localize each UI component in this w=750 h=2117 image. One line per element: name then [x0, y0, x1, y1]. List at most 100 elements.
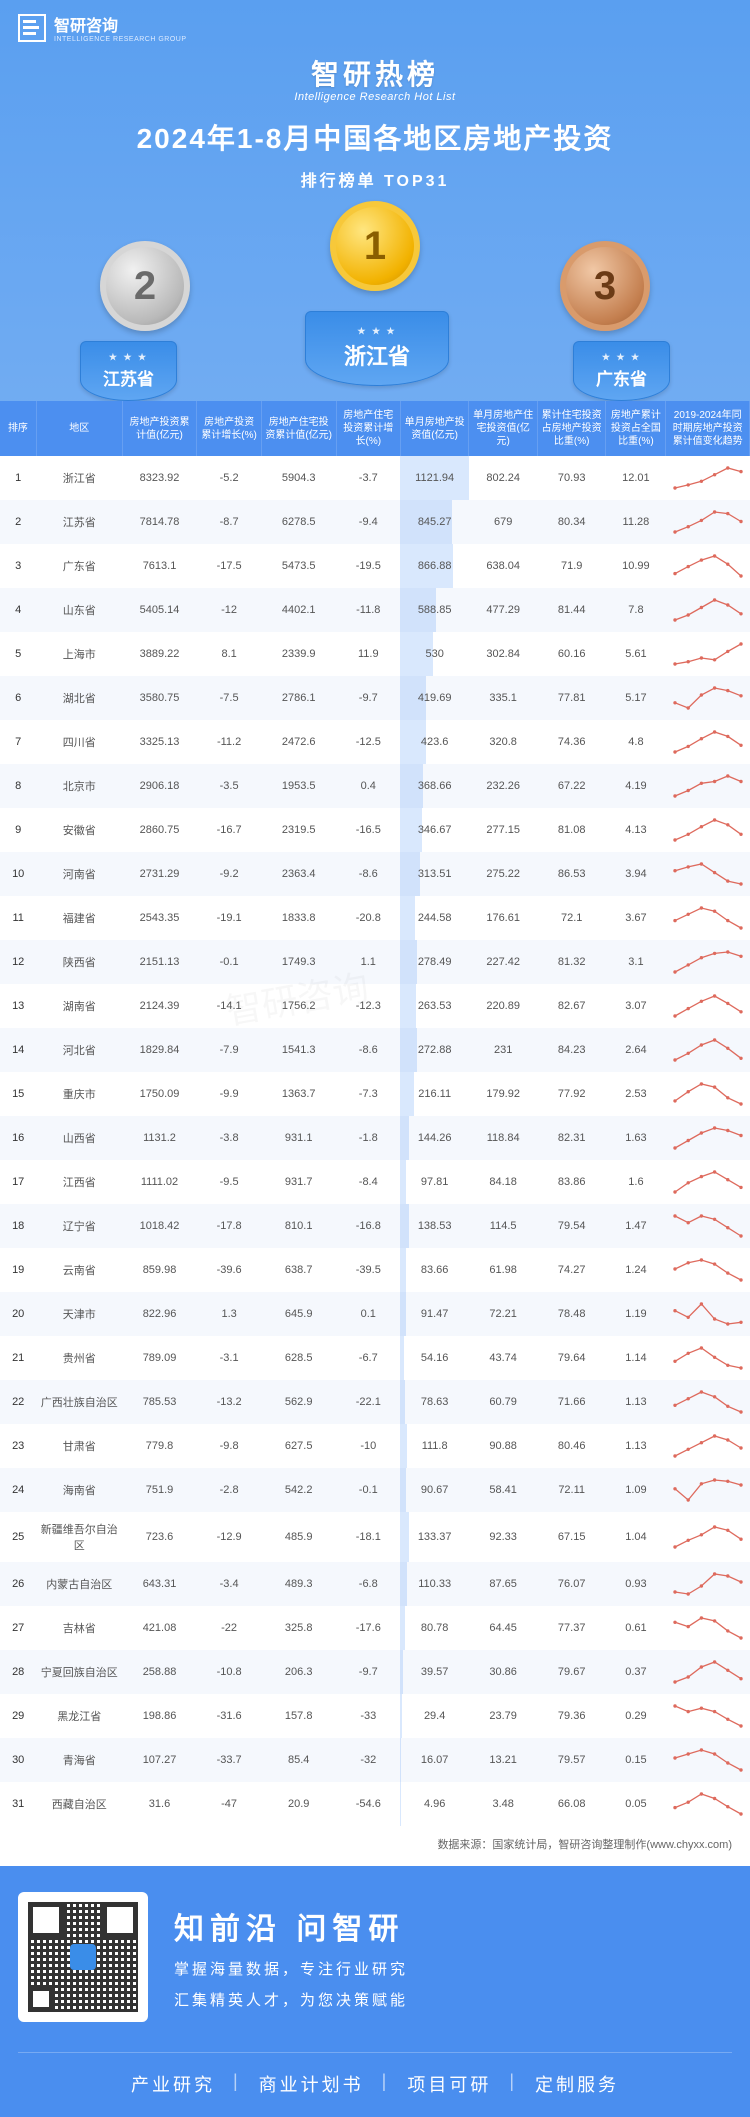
cell-trend	[666, 984, 750, 1028]
table-row: 4山东省5405.14-124402.1-11.8588.85477.2981.…	[0, 588, 750, 632]
trend-sparkline-icon	[672, 1081, 744, 1107]
trend-sparkline-icon	[672, 1213, 744, 1239]
cell-value: -12.5	[336, 720, 400, 764]
cell-value: 1.13	[606, 1380, 666, 1424]
cell-trend	[666, 1336, 750, 1380]
cell-value: 779.8	[122, 1424, 197, 1468]
cell-rank: 21	[0, 1336, 36, 1380]
cell-value: 278.49	[400, 940, 469, 984]
cell-value: 80.78	[400, 1606, 469, 1650]
cell-region: 辽宁省	[36, 1204, 122, 1248]
cell-trend	[666, 632, 750, 676]
cell-value: -16.5	[336, 808, 400, 852]
cell-value: 216.11	[400, 1072, 469, 1116]
cell-value: 78.63	[400, 1380, 469, 1424]
cell-rank: 10	[0, 852, 36, 896]
cell-value: 1541.3	[261, 1028, 336, 1072]
cell-value: -8.6	[336, 852, 400, 896]
cell-rank: 11	[0, 896, 36, 940]
cell-value: -8.7	[197, 500, 261, 544]
cell-value: 2363.4	[261, 852, 336, 896]
cell-trend	[666, 1424, 750, 1468]
bronze-medal-icon: 3	[560, 241, 650, 331]
table-col-4: 房地产住宅投资累计值(亿元)	[261, 401, 336, 456]
cell-value: -12.9	[197, 1512, 261, 1562]
cell-value: 477.29	[469, 588, 538, 632]
cell-value: 7814.78	[122, 500, 197, 544]
cell-value: 4.19	[606, 764, 666, 808]
cell-value: 30.86	[469, 1650, 538, 1694]
cell-region: 甘肃省	[36, 1424, 122, 1468]
cell-rank: 27	[0, 1606, 36, 1650]
cell-rank: 8	[0, 764, 36, 808]
cell-value: 1121.94	[400, 456, 469, 500]
cell-value: -8.6	[336, 1028, 400, 1072]
footer: 知前沿 问智研 掌握海量数据，专注行业研究 汇集精英人才，为您决策赋能 产业研究…	[0, 1866, 750, 2117]
cell-trend	[666, 1512, 750, 1562]
cell-value: 8323.92	[122, 456, 197, 500]
cell-value: 20.9	[261, 1782, 336, 1826]
cell-trend	[666, 808, 750, 852]
table-col-3: 房地产投资累计增长(%)	[197, 401, 261, 456]
cell-region: 陕西省	[36, 940, 122, 984]
silver-flag: ★ ★ ★江苏省	[80, 341, 177, 401]
cell-value: -7.3	[336, 1072, 400, 1116]
table-row: 18辽宁省1018.42-17.8810.1-16.8138.53114.579…	[0, 1204, 750, 1248]
cell-value: 2860.75	[122, 808, 197, 852]
cell-value: 2731.29	[122, 852, 197, 896]
cell-rank: 18	[0, 1204, 36, 1248]
cell-value: 0.1	[336, 1292, 400, 1336]
cell-value: 723.6	[122, 1512, 197, 1562]
cell-value: -20.8	[336, 896, 400, 940]
cell-trend	[666, 1292, 750, 1336]
main-title: 2024年1-8月中国各地区房地产投资	[0, 117, 750, 157]
hot-title-en: Intelligence Research Hot List	[0, 91, 750, 103]
cell-value: 638.04	[469, 544, 538, 588]
cell-value: -8.4	[336, 1160, 400, 1204]
cell-value: -3.5	[197, 764, 261, 808]
table-row: 23甘肃省779.8-9.8627.5-10111.890.8880.461.1…	[0, 1424, 750, 1468]
cell-value: 72.11	[537, 1468, 606, 1512]
cell-value: 1.19	[606, 1292, 666, 1336]
cell-value: 60.16	[537, 632, 606, 676]
cell-value: -11.8	[336, 588, 400, 632]
cell-value: -47	[197, 1782, 261, 1826]
footer-service-item: 商业计划书	[259, 2071, 364, 2097]
table-row: 25新疆维吾尔自治区723.6-12.9485.9-18.1133.3792.3…	[0, 1512, 750, 1562]
trend-sparkline-icon	[672, 597, 744, 623]
cell-value: 1829.84	[122, 1028, 197, 1072]
cell-rank: 30	[0, 1738, 36, 1782]
cell-value: 79.67	[537, 1650, 606, 1694]
trend-sparkline-icon	[672, 553, 744, 579]
brand-header: 智研咨询 INTELLIGENCE RESEARCH GROUP	[0, 0, 750, 43]
cell-region: 吉林省	[36, 1606, 122, 1650]
cell-value: 1.13	[606, 1424, 666, 1468]
cell-region: 安徽省	[36, 808, 122, 852]
cell-value: 1.6	[606, 1160, 666, 1204]
hot-title: 智研热榜	[0, 53, 750, 93]
cell-value: 227.42	[469, 940, 538, 984]
cell-value: 1.1	[336, 940, 400, 984]
cell-value: 0.29	[606, 1694, 666, 1738]
trend-sparkline-icon	[672, 1571, 744, 1597]
footer-services: 产业研究|商业计划书|项目可研|定制服务	[18, 2052, 732, 2097]
title-block: 智研热榜 Intelligence Research Hot List 2024…	[0, 53, 750, 191]
cell-rank: 23	[0, 1424, 36, 1468]
podium: 1 2 3 ★ ★ ★浙江省 ★ ★ ★江苏省 ★ ★ ★广东省	[0, 201, 750, 401]
cell-value: 91.47	[400, 1292, 469, 1336]
cell-value: 4.96	[400, 1782, 469, 1826]
cell-trend	[666, 1468, 750, 1512]
table-row: 30青海省107.27-33.785.4-3216.0713.2179.570.…	[0, 1738, 750, 1782]
table-row: 27吉林省421.08-22325.8-17.680.7864.4577.370…	[0, 1606, 750, 1650]
cell-rank: 5	[0, 632, 36, 676]
cell-trend	[666, 500, 750, 544]
table-col-7: 单月房地产住宅投资值(亿元)	[469, 401, 538, 456]
cell-trend	[666, 1606, 750, 1650]
cell-value: 82.67	[537, 984, 606, 1028]
cell-value: 3.07	[606, 984, 666, 1028]
cell-value: -7.5	[197, 676, 261, 720]
table-row: 15重庆市1750.09-9.91363.7-7.3216.11179.9277…	[0, 1072, 750, 1116]
cell-value: 84.18	[469, 1160, 538, 1204]
trend-sparkline-icon	[672, 993, 744, 1019]
trend-sparkline-icon	[672, 1433, 744, 1459]
